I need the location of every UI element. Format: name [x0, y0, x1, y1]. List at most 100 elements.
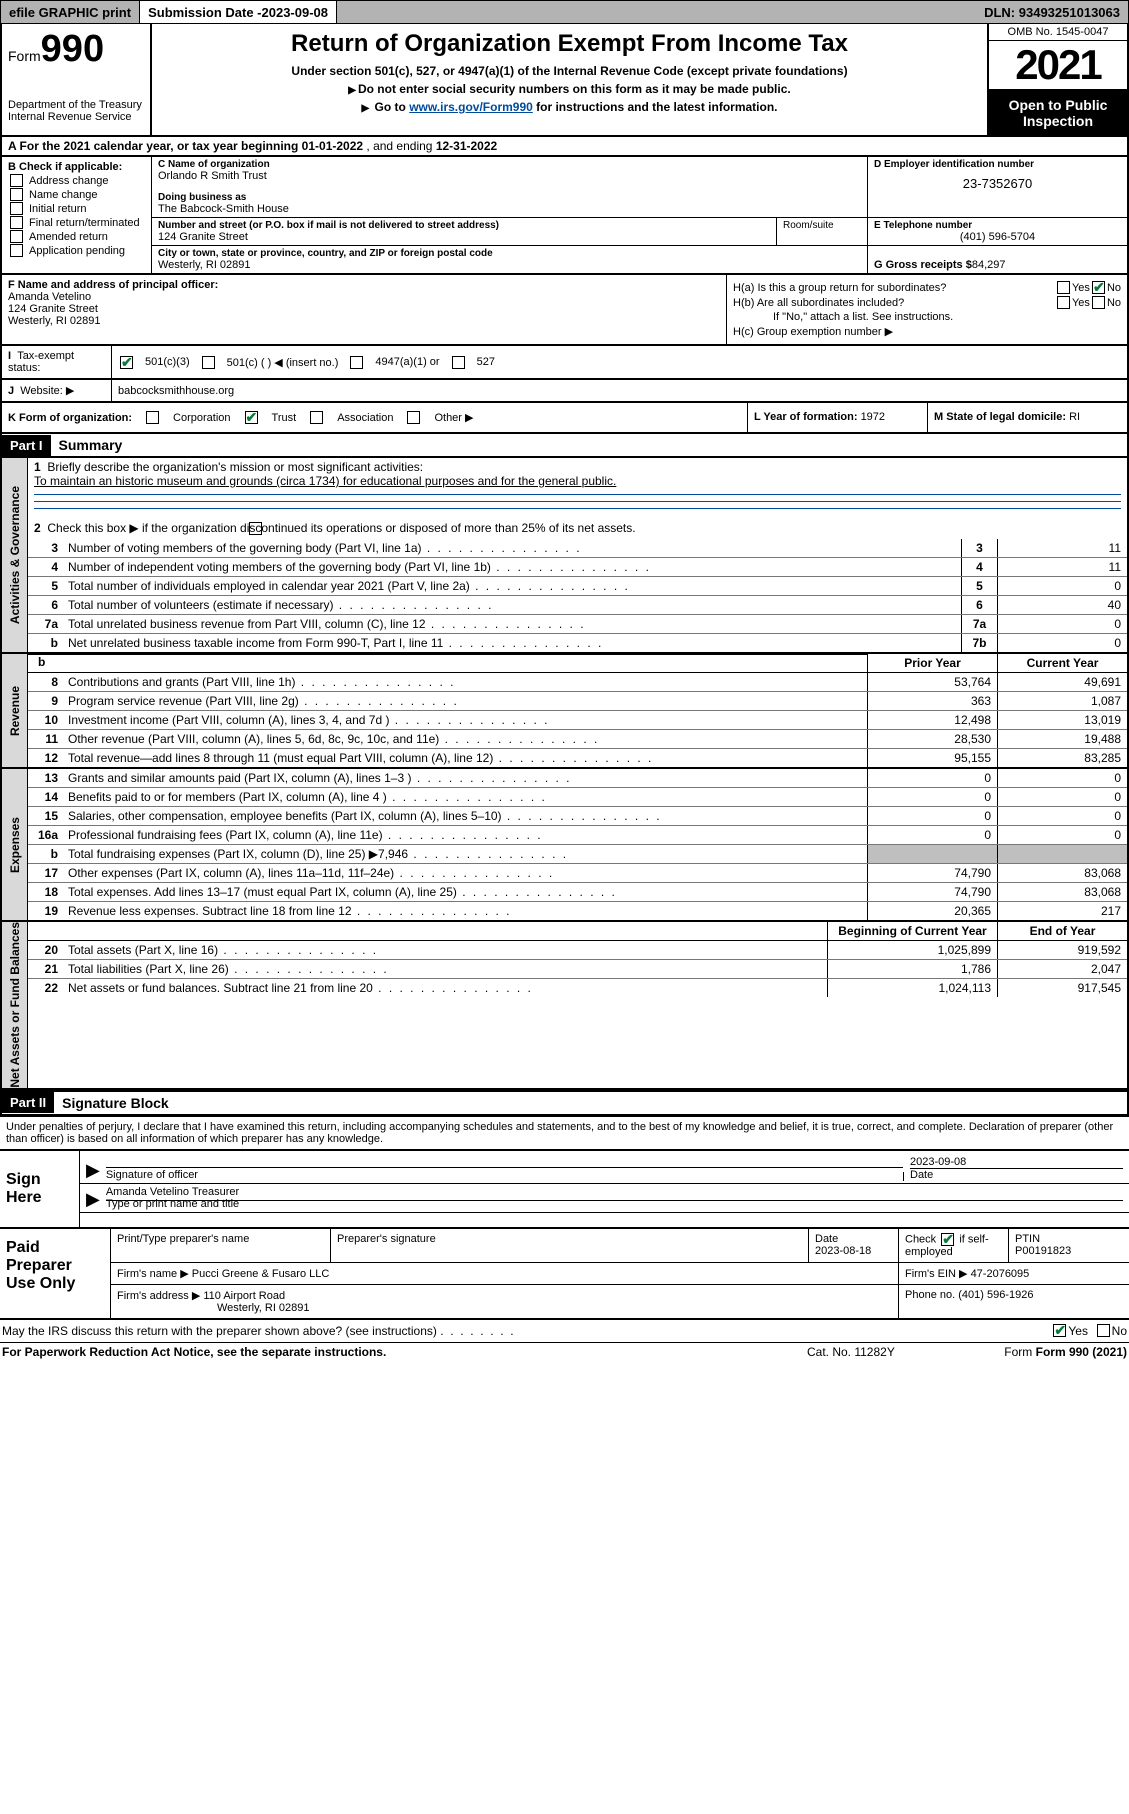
line-2: 2 Check this box ▶ if the organization d…	[28, 517, 1127, 539]
block-b-c: B Check if applicable: Address change Na…	[0, 157, 1129, 275]
arrow-icon: ▶	[86, 1189, 100, 1210]
row-k: K Form of organization: Corporation Trus…	[0, 403, 1129, 434]
k-assoc[interactable]	[310, 411, 323, 424]
data-line: 9Program service revenue (Part VIII, lin…	[28, 692, 1127, 711]
data-line: 19Revenue less expenses. Subtract line 1…	[28, 902, 1127, 920]
subtitle-3: Go to www.irs.gov/Form990 for instructio…	[158, 100, 981, 114]
chk-initial-return[interactable]: Initial return	[8, 202, 145, 215]
col-c: C Name of organization Orlando R Smith T…	[152, 157, 1127, 273]
row-j: J Website: ▶ babcocksmithhouse.org	[0, 380, 1129, 403]
data-line: 17Other expenses (Part IX, column (A), l…	[28, 864, 1127, 883]
phone: (401) 596-5704	[874, 231, 1121, 243]
header-right: OMB No. 1545-0047 2021 Open to Public In…	[987, 24, 1127, 135]
governance-block: Activities & Governance 1 Briefly descri…	[0, 458, 1129, 654]
year-formation: 1972	[861, 411, 885, 423]
i-501c[interactable]	[202, 356, 215, 369]
open-public-badge: Open to Public Inspection	[989, 91, 1127, 135]
sign-here-block: Sign Here ▶ Signature of officer 2023-09…	[0, 1149, 1129, 1227]
k-corp[interactable]	[146, 411, 159, 424]
street: 124 Granite Street	[158, 231, 770, 243]
state-domicile: RI	[1069, 411, 1080, 423]
gov-line: 4Number of independent voting members of…	[28, 558, 1127, 577]
chk-address-change[interactable]: Address change	[8, 174, 145, 187]
hb-yes[interactable]	[1057, 296, 1070, 309]
officer-name: Amanda Vetelino	[8, 291, 91, 303]
header-left: Form990 Department of the Treasury Inter…	[2, 24, 152, 135]
paid-preparer-block: Paid Preparer Use Only Print/Type prepar…	[0, 1227, 1129, 1320]
tax-year: 2021	[989, 41, 1127, 91]
ptin: P00191823	[1015, 1245, 1071, 1257]
room-suite-label: Room/suite	[777, 218, 867, 245]
data-line: 11Other revenue (Part VIII, column (A), …	[28, 730, 1127, 749]
hdr-current: Current Year	[997, 654, 1127, 672]
line-1: 1 Briefly describe the organization's mi…	[28, 458, 1127, 517]
i-527[interactable]	[452, 356, 465, 369]
line-a: A For the 2021 calendar year, or tax yea…	[0, 137, 1129, 157]
firm-ein: 47-2076095	[971, 1268, 1030, 1280]
header-title-block: Return of Organization Exempt From Incom…	[152, 24, 987, 135]
data-line: 16aProfessional fundraising fees (Part I…	[28, 826, 1127, 845]
gov-line: bNet unrelated business taxable income f…	[28, 634, 1127, 652]
city-state-zip: Westerly, RI 02891	[158, 259, 861, 271]
data-line: 12Total revenue—add lines 8 through 11 (…	[28, 749, 1127, 767]
dept-treasury: Department of the Treasury Internal Reve…	[8, 99, 144, 123]
firm-name: Pucci Greene & Fusaro LLC	[192, 1268, 330, 1280]
irs-link[interactable]: www.irs.gov/Form990	[409, 100, 533, 114]
data-line: 22Net assets or fund balances. Subtract …	[28, 979, 1127, 997]
omb-number: OMB No. 1545-0047	[989, 24, 1127, 41]
ein-label: D Employer identification number	[874, 159, 1121, 170]
data-line: 21Total liabilities (Part X, line 26)1,7…	[28, 960, 1127, 979]
signature-line[interactable]: Signature of officer	[106, 1167, 903, 1181]
gross-receipts: 84,297	[972, 259, 1006, 271]
data-line: 14Benefits paid to or for members (Part …	[28, 788, 1127, 807]
part-ii-header: Part II Signature Block	[0, 1090, 1129, 1116]
discuss-no[interactable]	[1097, 1324, 1110, 1337]
chk-name-change[interactable]: Name change	[8, 188, 145, 201]
footer-discuss: May the IRS discuss this return with the…	[0, 1320, 1129, 1342]
i-501c3[interactable]	[120, 356, 133, 369]
subtitle-2: Do not enter social security numbers on …	[158, 82, 981, 96]
revenue-block: Revenue b Prior Year Current Year 8Contr…	[0, 654, 1129, 769]
website: babcocksmithhouse.org	[118, 385, 234, 397]
expenses-block: Expenses 13Grants and similar amounts pa…	[0, 769, 1129, 922]
k-other[interactable]	[407, 411, 420, 424]
data-line: 20Total assets (Part X, line 16)1,025,89…	[28, 941, 1127, 960]
efile-label[interactable]: efile GRAPHIC print	[1, 1, 140, 23]
line2-chk[interactable]	[249, 522, 262, 535]
col-f: F Name and address of principal officer:…	[2, 275, 727, 344]
gov-line: 6Total number of volunteers (estimate if…	[28, 596, 1127, 615]
k-trust[interactable]	[245, 411, 258, 424]
gov-line: 3Number of voting members of the governi…	[28, 539, 1127, 558]
i-4947[interactable]	[350, 356, 363, 369]
form-title: Return of Organization Exempt From Incom…	[158, 30, 981, 58]
chk-app-pending[interactable]: Application pending	[8, 244, 145, 257]
submission-date: Submission Date - 2023-09-08	[140, 1, 337, 23]
arrow-icon: ▶	[86, 1160, 100, 1181]
chk-amended[interactable]: Amended return	[8, 230, 145, 243]
tab-expenses: Expenses	[2, 769, 28, 920]
tab-governance: Activities & Governance	[2, 458, 28, 652]
self-employed-chk[interactable]	[941, 1233, 954, 1246]
net-assets-block: Net Assets or Fund Balances Beginning of…	[0, 922, 1129, 1090]
data-line: 15Salaries, other compensation, employee…	[28, 807, 1127, 826]
col-b: B Check if applicable: Address change Na…	[2, 157, 152, 273]
tab-net-assets: Net Assets or Fund Balances	[2, 922, 28, 1088]
hdr-end: End of Year	[997, 922, 1127, 940]
ha-yes[interactable]	[1057, 281, 1070, 294]
chk-final-return[interactable]: Final return/terminated	[8, 216, 145, 229]
mission-text: To maintain an historic museum and groun…	[34, 474, 616, 488]
data-line: 10Investment income (Part VIII, column (…	[28, 711, 1127, 730]
col-h: H(a) Is this a group return for subordin…	[727, 275, 1127, 344]
discuss-yes[interactable]	[1053, 1324, 1066, 1337]
signature-declaration: Under penalties of perjury, I declare th…	[0, 1116, 1129, 1149]
data-line: bTotal fundraising expenses (Part IX, co…	[28, 845, 1127, 864]
data-line: 18Total expenses. Add lines 13–17 (must …	[28, 883, 1127, 902]
form-number: Form990	[8, 28, 144, 71]
data-line: 8Contributions and grants (Part VIII, li…	[28, 673, 1127, 692]
ha-no[interactable]	[1092, 281, 1105, 294]
hb-no[interactable]	[1092, 296, 1105, 309]
row-i: I Tax-exempt status: 501(c)(3) 501(c) ( …	[0, 346, 1129, 380]
form-header: Form990 Department of the Treasury Inter…	[0, 24, 1129, 137]
top-bar: efile GRAPHIC print Submission Date - 20…	[0, 0, 1129, 24]
officer-name-title: Amanda Vetelino Treasurer	[106, 1186, 1123, 1198]
